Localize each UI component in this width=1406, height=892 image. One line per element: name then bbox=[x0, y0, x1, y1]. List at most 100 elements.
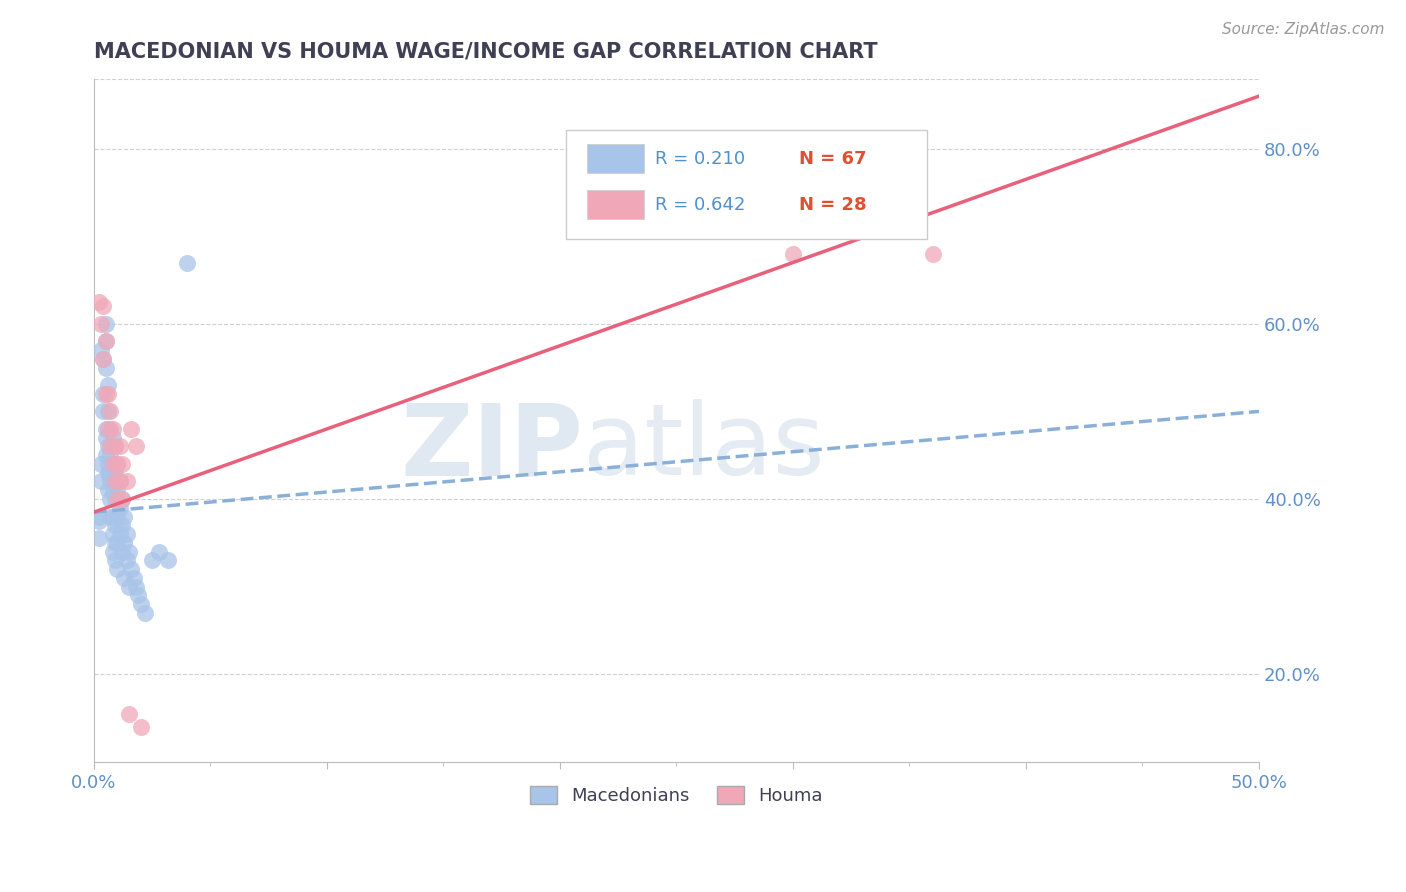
Point bbox=[97, 387, 120, 401]
FancyBboxPatch shape bbox=[565, 130, 927, 239]
Point bbox=[104, 491, 127, 506]
Point bbox=[97, 466, 120, 480]
Point bbox=[108, 527, 131, 541]
Point bbox=[98, 509, 121, 524]
Point bbox=[112, 536, 135, 550]
Point bbox=[87, 514, 110, 528]
Point bbox=[94, 317, 117, 331]
Point bbox=[104, 536, 127, 550]
Point bbox=[101, 457, 124, 471]
Point bbox=[98, 448, 121, 462]
Point bbox=[108, 475, 131, 489]
Point bbox=[98, 466, 121, 480]
Point bbox=[125, 440, 148, 454]
Point bbox=[104, 553, 127, 567]
Point bbox=[105, 562, 128, 576]
Point bbox=[101, 422, 124, 436]
Point bbox=[97, 404, 120, 418]
Point bbox=[105, 457, 128, 471]
Point bbox=[112, 571, 135, 585]
Point bbox=[87, 532, 110, 546]
Point bbox=[148, 544, 170, 558]
Point bbox=[111, 518, 134, 533]
Point bbox=[94, 431, 117, 445]
Point bbox=[94, 334, 117, 349]
Point bbox=[112, 509, 135, 524]
Legend: Macedonians, Houma: Macedonians, Houma bbox=[520, 777, 832, 814]
Point bbox=[101, 457, 124, 471]
Point bbox=[118, 580, 141, 594]
Point bbox=[129, 597, 152, 611]
Point bbox=[120, 562, 142, 576]
Point bbox=[98, 440, 121, 454]
Point bbox=[921, 246, 943, 260]
Point bbox=[94, 448, 117, 462]
Point bbox=[97, 483, 120, 498]
Point bbox=[852, 202, 875, 217]
Point bbox=[104, 440, 127, 454]
Point bbox=[108, 475, 131, 489]
Point bbox=[104, 440, 127, 454]
Point bbox=[111, 544, 134, 558]
Point bbox=[118, 706, 141, 721]
Point bbox=[104, 475, 127, 489]
Point bbox=[91, 404, 114, 418]
Point bbox=[98, 404, 121, 418]
Point bbox=[94, 387, 117, 401]
Point bbox=[94, 334, 117, 349]
Point bbox=[98, 475, 121, 489]
Point bbox=[90, 343, 112, 358]
Point bbox=[108, 500, 131, 515]
Point bbox=[118, 544, 141, 558]
Point bbox=[105, 491, 128, 506]
Text: R = 0.642: R = 0.642 bbox=[655, 196, 745, 214]
Point bbox=[94, 360, 117, 375]
Text: ZIP: ZIP bbox=[401, 399, 583, 496]
Point bbox=[98, 422, 121, 436]
Point bbox=[105, 457, 128, 471]
FancyBboxPatch shape bbox=[586, 145, 644, 173]
Point bbox=[129, 720, 152, 734]
Point bbox=[101, 509, 124, 524]
Point bbox=[127, 588, 149, 602]
Point bbox=[115, 475, 138, 489]
Point bbox=[782, 246, 804, 260]
Point bbox=[108, 440, 131, 454]
Point bbox=[97, 378, 120, 392]
Text: R = 0.210: R = 0.210 bbox=[655, 150, 745, 169]
Point bbox=[120, 422, 142, 436]
Point bbox=[105, 536, 128, 550]
Point bbox=[101, 544, 124, 558]
Text: atlas: atlas bbox=[583, 399, 825, 496]
Point bbox=[101, 527, 124, 541]
Point bbox=[125, 580, 148, 594]
Point bbox=[157, 553, 180, 567]
Point bbox=[176, 255, 198, 269]
Point bbox=[101, 483, 124, 498]
Text: Source: ZipAtlas.com: Source: ZipAtlas.com bbox=[1222, 22, 1385, 37]
Point bbox=[122, 571, 145, 585]
Point bbox=[91, 387, 114, 401]
Point bbox=[87, 509, 110, 524]
Point bbox=[104, 518, 127, 533]
Point bbox=[104, 466, 127, 480]
Point bbox=[111, 491, 134, 506]
Point bbox=[94, 422, 117, 436]
Point bbox=[97, 440, 120, 454]
Point bbox=[98, 491, 121, 506]
Point bbox=[97, 457, 120, 471]
Text: N = 67: N = 67 bbox=[799, 150, 866, 169]
Point bbox=[97, 422, 120, 436]
Point bbox=[141, 553, 163, 567]
Point bbox=[111, 491, 134, 506]
Point bbox=[90, 317, 112, 331]
Point bbox=[115, 553, 138, 567]
Point bbox=[105, 509, 128, 524]
Point bbox=[101, 431, 124, 445]
Point bbox=[134, 606, 156, 620]
Point bbox=[87, 294, 110, 309]
Point bbox=[90, 457, 112, 471]
Point bbox=[91, 351, 114, 366]
Point bbox=[105, 483, 128, 498]
Point bbox=[111, 457, 134, 471]
